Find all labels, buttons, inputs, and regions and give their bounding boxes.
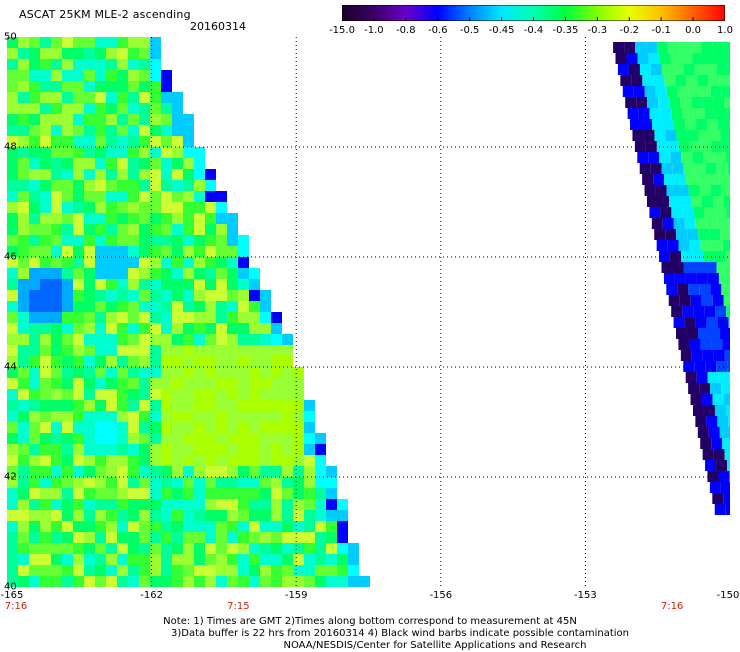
longitude-label: -156 — [429, 590, 452, 601]
colorbar-label: -0.8 — [396, 25, 416, 36]
colorbar-label: -1.0 — [364, 25, 384, 36]
credit-line: NOAA/NESDIS/Center for Satellite Applica… — [0, 640, 740, 652]
colorbar-label: -0.45 — [489, 25, 515, 36]
latitude-label: 42 — [4, 472, 17, 483]
time-label: 7:16 — [5, 601, 27, 612]
time-label: 7:16 — [661, 601, 683, 612]
colorbar-label: 1.0 — [717, 25, 733, 36]
latitude-label: 44 — [4, 362, 17, 373]
chart-title: ASCAT 25KM MLE-2 ascending — [19, 8, 191, 21]
longitude-label: -159 — [285, 590, 308, 601]
chart-date: 20160314 — [190, 20, 246, 33]
colorbar-label: 0.0 — [685, 25, 701, 36]
colorbar-label: -0.2 — [619, 25, 639, 36]
colorbar — [342, 5, 725, 21]
latitude-label: 46 — [4, 252, 17, 263]
footnote-line-1: Note: 1) Times are GMT 2)Times along bot… — [0, 616, 740, 628]
longitude-label: -150 — [717, 590, 740, 601]
time-label: 7:15 — [227, 601, 249, 612]
colorbar-label: -0.1 — [651, 25, 671, 36]
swath-map — [7, 37, 730, 587]
colorbar-label: -0.3 — [588, 25, 608, 36]
latitude-label: 48 — [4, 142, 17, 153]
colorbar-label: -0.4 — [524, 25, 544, 36]
colorbar-label: -0.35 — [552, 25, 578, 36]
colorbar-label: -0.5 — [460, 25, 480, 36]
colorbar-label: -0.6 — [428, 25, 448, 36]
latitude-label: 50 — [4, 32, 17, 43]
colorbar-label: -15.0 — [329, 25, 355, 36]
longitude-label: -162 — [140, 590, 163, 601]
longitude-label: -153 — [574, 590, 597, 601]
longitude-label: -165 — [1, 590, 24, 601]
footnote-line-2: 3)Data buffer is 22 hrs from 20160314 4)… — [0, 628, 740, 640]
